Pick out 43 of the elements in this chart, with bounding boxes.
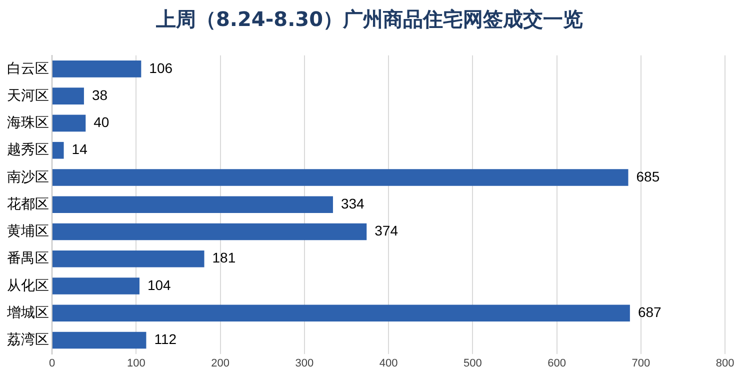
x-tick-label: 500 xyxy=(463,357,482,370)
bar xyxy=(52,332,146,349)
data-label: 40 xyxy=(94,114,110,130)
bar xyxy=(52,60,142,78)
data-label: 181 xyxy=(212,250,236,266)
data-label: 112 xyxy=(154,331,177,348)
y-tick-label: 黄埔区 xyxy=(7,222,49,239)
x-tick-label: 800 xyxy=(716,357,734,370)
data-label: 374 xyxy=(374,222,398,239)
data-label: 106 xyxy=(149,60,173,76)
y-tick-label: 白云区 xyxy=(7,60,49,76)
data-label: 334 xyxy=(340,195,365,212)
x-tick-label: 600 xyxy=(548,357,566,370)
bar xyxy=(52,114,86,132)
bar xyxy=(52,304,630,322)
bar xyxy=(52,196,333,214)
y-tick-label: 从化区 xyxy=(7,276,49,293)
data-label: 685 xyxy=(636,168,660,184)
x-tick-label: 100 xyxy=(126,357,146,370)
data-label: 14 xyxy=(72,141,88,158)
bar xyxy=(52,142,64,159)
y-tick-label: 番禺区 xyxy=(7,250,49,266)
y-tick-label: 越秀区 xyxy=(7,141,49,158)
bar xyxy=(52,250,204,268)
y-tick-label: 南沙区 xyxy=(7,168,49,184)
x-tick-label: 200 xyxy=(211,357,230,370)
data-label: 38 xyxy=(92,86,108,103)
chart-title: 上周（8.24-8.30）广州商品住宅网签成交一览 xyxy=(155,6,584,33)
y-tick-label: 增城区 xyxy=(6,304,49,320)
bar xyxy=(52,169,628,186)
y-tick-label: 海珠区 xyxy=(7,114,49,130)
bar xyxy=(52,223,367,240)
x-tick-label: 0 xyxy=(48,357,56,370)
x-tick-label: 400 xyxy=(379,357,398,370)
data-label: 104 xyxy=(147,276,172,293)
bar xyxy=(52,88,84,104)
data-label: 687 xyxy=(638,304,662,320)
y-tick-label: 花都区 xyxy=(7,195,49,212)
bar xyxy=(52,278,140,294)
y-tick-label: 荔湾区 xyxy=(7,331,49,348)
x-tick-label: 300 xyxy=(295,357,314,370)
x-tick-label: 700 xyxy=(632,357,650,370)
y-tick-label: 天河区 xyxy=(7,86,49,103)
